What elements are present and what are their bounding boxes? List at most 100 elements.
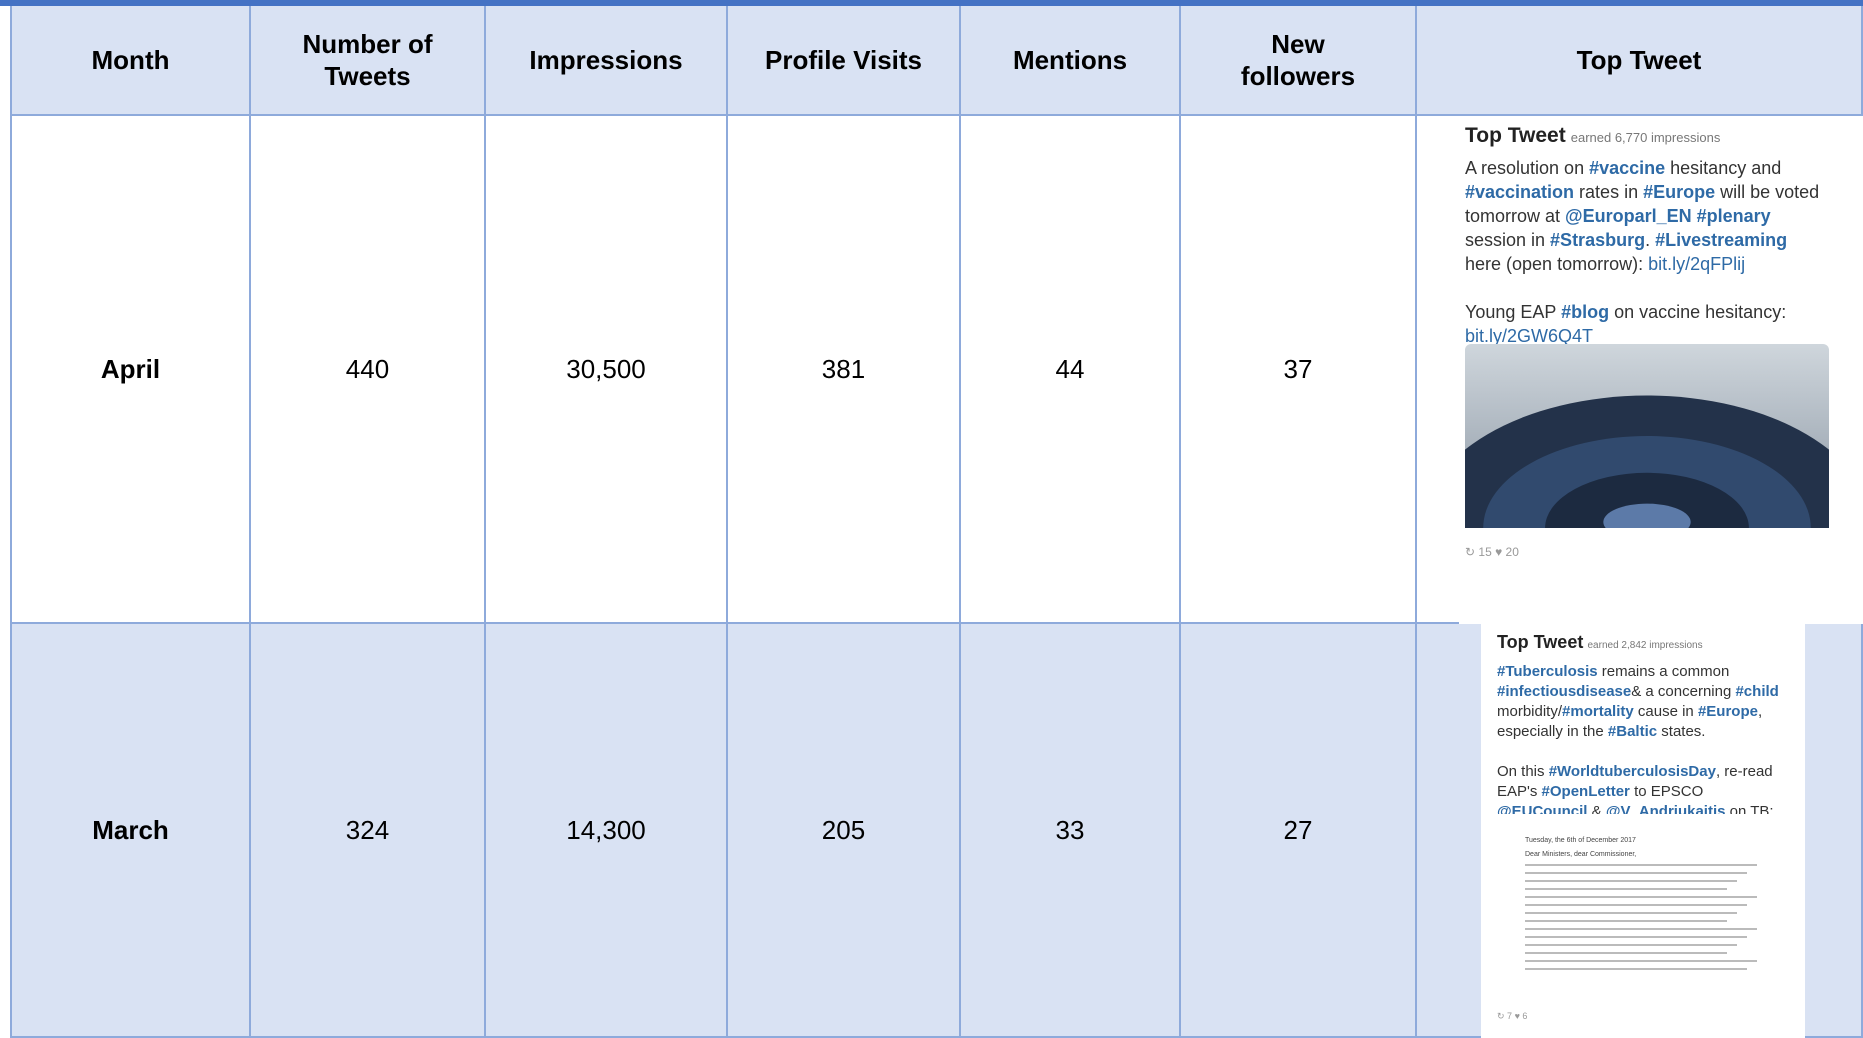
tweet-text: morbidity/ — [1497, 703, 1562, 720]
hashtag: #Baltic — [1608, 723, 1657, 740]
header-text: Impressions — [499, 44, 712, 76]
header-cell: Month — [10, 6, 251, 116]
tweet-line: #Tuberculosis remains a common — [1497, 662, 1805, 682]
hashtag: #Tuberculosis — [1497, 663, 1598, 680]
table-cell: April — [10, 116, 251, 624]
tweet-text: EAP's — [1497, 783, 1542, 800]
tweet-text: On this — [1497, 763, 1549, 780]
header-text: Profile Visits — [735, 44, 952, 76]
tweet-line: morbidity/#mortality cause in #Europe, — [1497, 702, 1805, 722]
header-text: New followers — [1181, 28, 1415, 92]
hashtag: @Europarl_EN — [1565, 206, 1692, 226]
hashtag: #Europe — [1698, 703, 1758, 720]
tweet-text: & a concerning — [1631, 683, 1735, 700]
hashtag: #child — [1735, 683, 1778, 700]
tweet-text: on vaccine hesitancy: — [1609, 302, 1786, 322]
header-cell: Top Tweet — [1417, 6, 1863, 116]
header-text: Month — [62, 44, 200, 76]
tweet-text: especially in the — [1497, 723, 1608, 740]
tweet-stats: ↻ 15 ♥ 20 — [1465, 540, 1519, 564]
hashtag: #blog — [1561, 302, 1609, 322]
link: bit.ly/2qFPlij — [1648, 254, 1745, 274]
header-cell: Profile Visits — [728, 6, 961, 116]
tweet-text: here (open tomorrow): — [1465, 254, 1648, 274]
tweet-card: Top Tweet earned 6,770 impressions A reso… — [1459, 116, 1863, 624]
hashtag: #Europe — [1643, 182, 1715, 202]
tweet-card: Top Tweet earned 2,842 impressions #Tuber… — [1481, 624, 1805, 1038]
retweet-count: 15 — [1478, 545, 1491, 559]
tweet-line: here (open tomorrow): bit.ly/2qFPlij — [1465, 252, 1863, 276]
tweet-line: session in #Strasburg. #Livestreaming — [1465, 228, 1863, 252]
hashtag: #Livestreaming — [1655, 230, 1787, 250]
hashtag: #vaccination — [1465, 182, 1574, 202]
tweet-title: Top Tweet — [1497, 632, 1583, 652]
tweet-earned: earned 6,770 impressions — [1571, 130, 1721, 145]
hashtag: #plenary — [1697, 206, 1771, 226]
table-cell: 14,300 — [486, 624, 728, 1038]
header-cell: New followers — [1181, 6, 1417, 116]
tweet-line: Young EAP #blog on vaccine hesitancy: — [1465, 300, 1863, 324]
tweet-line: especially in the #Baltic states. — [1497, 722, 1805, 742]
header-cell: Mentions — [961, 6, 1181, 116]
tweet-header: Top Tweet earned 2,842 impressions — [1497, 632, 1805, 656]
cell-value: 324 — [346, 815, 389, 846]
table-cell: 324 — [251, 624, 486, 1038]
hashtag: #infectiousdisease — [1497, 683, 1631, 700]
table-cell: 27 — [1181, 624, 1417, 1038]
tweet-title: Top Tweet — [1465, 124, 1566, 147]
tweet-text: will be voted — [1715, 182, 1819, 202]
header-cell: Impressions — [486, 6, 728, 116]
tweet-line: #infectiousdisease& a concerning #child — [1497, 682, 1805, 702]
hashtag: #OpenLetter — [1542, 783, 1630, 800]
link: bit.ly/2GW6Q4T — [1465, 326, 1593, 346]
hashtag: #Strasburg — [1550, 230, 1645, 250]
tweet-text: states. — [1657, 723, 1705, 740]
hashtag: #mortality — [1562, 703, 1634, 720]
tweet-text: , re-read — [1716, 763, 1773, 780]
cell-value: 30,500 — [566, 354, 646, 385]
header-text: Mentions — [983, 44, 1157, 76]
tweet-text: to EPSCO — [1630, 783, 1703, 800]
letter-line: Dear Ministers, dear Commissioner, — [1525, 848, 1636, 862]
tweet-text: session in — [1465, 230, 1550, 250]
tweet-text: rates in — [1574, 182, 1643, 202]
tweet-text: hesitancy and — [1665, 158, 1781, 178]
header-cell: Number of Tweets — [251, 6, 486, 116]
tweet-text: , — [1758, 703, 1762, 720]
cell-value: 381 — [822, 354, 865, 385]
like-count: 6 — [1522, 1011, 1527, 1021]
tweet-stats: ↻ 7 ♥ 6 — [1497, 1006, 1527, 1026]
retweet-count: 7 — [1507, 1011, 1512, 1021]
letter-line: Tuesday, the 6th of December 2017 — [1525, 834, 1636, 848]
header-text: Number of Tweets — [251, 28, 484, 92]
tweet-text: . — [1645, 230, 1655, 250]
cell-value: 27 — [1284, 815, 1313, 846]
tweet-header: Top Tweet earned 6,770 impressions — [1465, 124, 1863, 150]
tweet-image — [1465, 344, 1829, 528]
page: {"table": { "header": ["Month", "Number … — [0, 0, 1863, 1038]
cell-value: 44 — [1056, 354, 1085, 385]
table-cell: 44 — [961, 116, 1181, 624]
table-cell: 33 — [961, 624, 1181, 1038]
tweet-line: #vaccination rates in #Europe will be vo… — [1465, 180, 1863, 204]
header-text: Top Tweet — [1547, 44, 1732, 76]
table-cell: 440 — [251, 116, 486, 624]
tweet-text: Young EAP — [1465, 302, 1561, 322]
hashtag: #WorldtuberculosisDay — [1549, 763, 1716, 780]
month-label: March — [92, 815, 169, 846]
cell-value: 33 — [1056, 815, 1085, 846]
tweet-text: remains a common — [1598, 663, 1730, 680]
cell-value: 37 — [1284, 354, 1313, 385]
table-cell: 30,500 — [486, 116, 728, 624]
month-label: April — [101, 354, 160, 385]
like-count: 20 — [1506, 545, 1519, 559]
tweet-paragraph: A resolution on #vaccine hesitancy and#v… — [1465, 156, 1863, 276]
tweet-line: On this #WorldtuberculosisDay, re-read — [1497, 762, 1805, 782]
tweet-text: A resolution on — [1465, 158, 1589, 178]
tweet-earned: earned 2,842 impressions — [1588, 640, 1703, 651]
table-cell: 205 — [728, 624, 961, 1038]
cell-value: 14,300 — [566, 815, 646, 846]
table-cell: March — [10, 624, 251, 1038]
tweet-line: A resolution on #vaccine hesitancy and — [1465, 156, 1863, 180]
table-cell: 381 — [728, 116, 961, 624]
